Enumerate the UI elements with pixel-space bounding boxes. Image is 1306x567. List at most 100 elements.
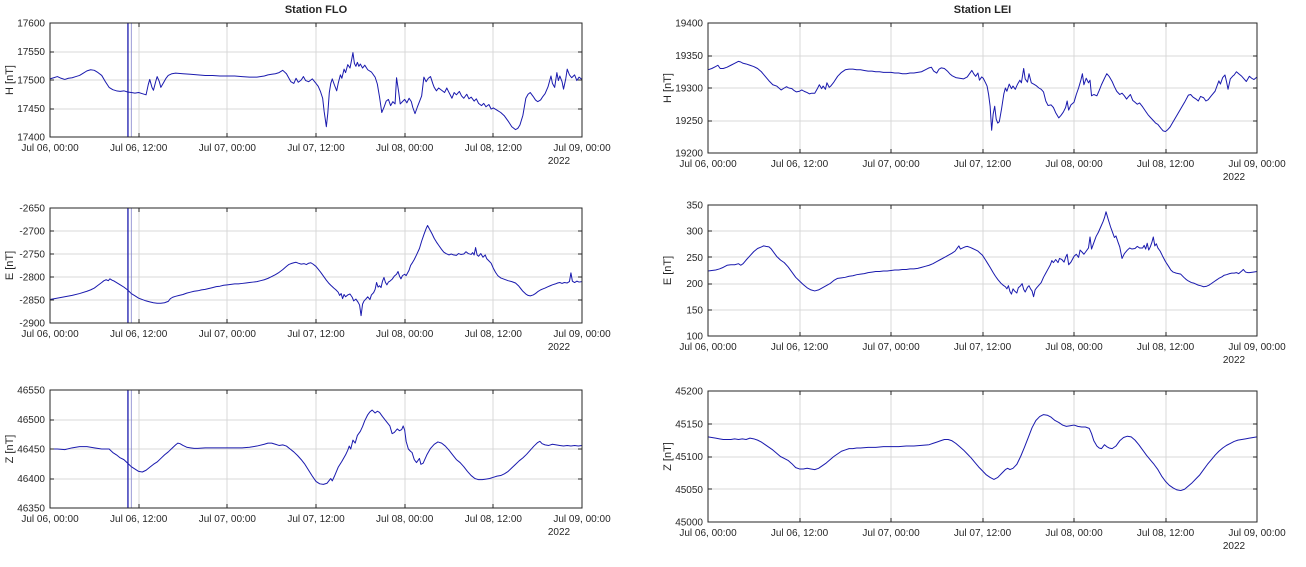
x-axis-year-label: 2022 (1223, 172, 1246, 183)
y-axis-label-lei-z: Z [nT] (662, 442, 674, 471)
x-tick-label: Jul 07, 12:00 (954, 528, 1012, 539)
x-tick-label: Jul 09, 00:00 (553, 143, 611, 154)
y-tick-label: 19350 (675, 51, 703, 62)
y-tick-label: -2800 (19, 273, 45, 284)
y-axis-label-lei-e: E [nT] (662, 256, 674, 285)
y-tick-label: 46350 (17, 504, 45, 515)
tick-marks (49, 22, 583, 138)
x-tick-label: Jul 08, 00:00 (376, 143, 434, 154)
x-axis-year-label: 2022 (1223, 541, 1246, 552)
y-axis-label-flo-h: H [nT] (4, 65, 16, 95)
x-tick-label: Jul 09, 00:00 (1228, 159, 1286, 170)
y-axis-label-flo-z: Z [nT] (4, 435, 16, 464)
x-tick-label: Jul 07, 12:00 (954, 159, 1012, 170)
x-tick-labels: Jul 06, 00:00 Jul 06, 12:00 Jul 07, 00:00 J… (679, 159, 1286, 170)
y-tick-label: -2750 (19, 250, 45, 261)
x-tick-label: Jul 08, 12:00 (1137, 159, 1195, 170)
x-tick-label: Jul 08, 12:00 (1137, 342, 1195, 353)
y-axis-label-flo-e: E [nT] (4, 251, 16, 280)
x-axis-year-label: 2022 (1223, 355, 1246, 366)
tick-marks (707, 204, 1258, 337)
x-tick-label: Jul 07, 12:00 (954, 342, 1012, 353)
y-tick-label: 19250 (675, 116, 703, 127)
y-tick-label: 19400 (675, 19, 703, 30)
y-tick-label: 150 (686, 305, 703, 316)
x-tick-label: Jul 06, 12:00 (110, 514, 168, 525)
y-tick-label: 46450 (17, 445, 45, 456)
grid-lines (49, 22, 583, 138)
y-tick-labels: 17400 17450 17500 17550 17600 (17, 19, 45, 144)
chart-lei-e: 100 150 200 250 300 350 Jul 06, 00:00 Jul 06, 1… (662, 201, 1286, 367)
x-tick-label: Jul 06, 00:00 (679, 342, 737, 353)
series-line-lei-e (707, 211, 1258, 298)
y-tick-label: 46550 (17, 386, 45, 397)
x-tick-labels: Jul 06, 00:00 Jul 06, 12:00 Jul 07, 00:00 J… (679, 342, 1286, 353)
x-tick-label: Jul 08, 00:00 (376, 329, 434, 340)
x-tick-label: Jul 06, 00:00 (21, 143, 79, 154)
x-tick-label: Jul 07, 12:00 (287, 143, 345, 154)
tick-marks (707, 390, 1258, 523)
y-axis-label-lei-h: H [nT] (662, 73, 674, 103)
x-tick-label: Jul 07, 00:00 (862, 342, 920, 353)
x-tick-label: Jul 08, 00:00 (1045, 159, 1103, 170)
y-tick-label: 45150 (675, 419, 703, 430)
y-tick-label: 45100 (675, 452, 703, 463)
x-tick-label: Jul 06, 12:00 (771, 528, 829, 539)
y-tick-label: 350 (686, 201, 703, 212)
x-tick-label: Jul 08, 12:00 (465, 329, 523, 340)
x-tick-label: Jul 07, 00:00 (199, 329, 257, 340)
y-tick-label: 45200 (675, 387, 703, 398)
chart-flo-e: -2900 -2850 -2800 -2750 -2700 -2650 Jul 06, 00… (4, 204, 611, 354)
y-tick-label: 46400 (17, 474, 45, 485)
grid-lines (49, 207, 583, 324)
x-tick-label: Jul 07, 12:00 (287, 514, 345, 525)
y-tick-label: 200 (686, 279, 703, 290)
y-tick-label: 45050 (675, 485, 703, 496)
x-tick-label: Jul 08, 12:00 (465, 143, 523, 154)
x-tick-label: Jul 08, 12:00 (1137, 528, 1195, 539)
x-axis-year-label: 2022 (548, 156, 571, 167)
x-tick-label: Jul 09, 00:00 (553, 514, 611, 525)
y-tick-label: 17500 (17, 76, 45, 87)
y-tick-labels: -2900 -2850 -2800 -2750 -2700 -2650 (19, 204, 45, 330)
y-tick-label: 46500 (17, 415, 45, 426)
y-tick-label: 19200 (675, 149, 703, 160)
x-tick-label: Jul 06, 00:00 (679, 528, 737, 539)
x-tick-label: Jul 08, 00:00 (1045, 528, 1103, 539)
x-tick-label: Jul 07, 00:00 (862, 528, 920, 539)
x-tick-label: Jul 06, 12:00 (771, 159, 829, 170)
series-line-lei-z (707, 414, 1258, 492)
y-tick-label: 17550 (17, 47, 45, 58)
y-tick-label: -2700 (19, 227, 45, 238)
x-tick-label: Jul 06, 00:00 (21, 329, 79, 340)
series-line-flo-h (49, 52, 583, 131)
tick-marks (49, 207, 583, 324)
x-tick-label: Jul 07, 00:00 (199, 143, 257, 154)
x-tick-label: Jul 06, 12:00 (110, 143, 168, 154)
series-line-flo-z (49, 409, 583, 485)
x-tick-label: Jul 07, 12:00 (287, 329, 345, 340)
x-tick-label: Jul 08, 00:00 (376, 514, 434, 525)
y-tick-label: 17600 (17, 19, 45, 30)
tick-marks (707, 22, 1258, 154)
x-tick-label: Jul 09, 00:00 (553, 329, 611, 340)
y-tick-label: -2900 (19, 319, 45, 330)
y-tick-label: 17400 (17, 133, 45, 144)
x-axis-year-label: 2022 (548, 527, 571, 538)
x-tick-label: Jul 07, 00:00 (862, 159, 920, 170)
y-tick-label: -2650 (19, 204, 45, 215)
x-tick-label: Jul 09, 00:00 (1228, 528, 1286, 539)
y-tick-label: 300 (686, 227, 703, 238)
x-tick-label: Jul 08, 00:00 (1045, 342, 1103, 353)
y-tick-label: 19300 (675, 84, 703, 95)
grid-lines (707, 390, 1258, 523)
y-tick-label: -2850 (19, 296, 45, 307)
x-tick-label: Jul 06, 12:00 (110, 329, 168, 340)
grid-lines (49, 389, 583, 509)
